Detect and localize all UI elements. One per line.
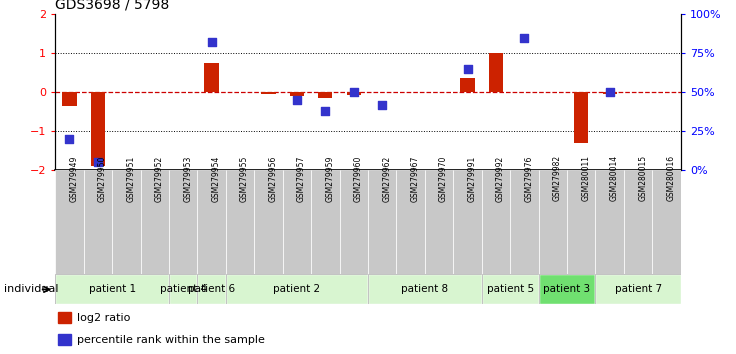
Bar <box>226 274 368 304</box>
Point <box>604 89 615 95</box>
Text: GSM279952: GSM279952 <box>155 155 163 201</box>
Bar <box>283 170 311 276</box>
Point <box>63 136 75 142</box>
Bar <box>595 274 681 304</box>
Text: GSM279959: GSM279959 <box>325 155 334 202</box>
Bar <box>482 274 539 304</box>
Text: GSM279970: GSM279970 <box>439 155 448 202</box>
Text: percentile rank within the sample: percentile rank within the sample <box>77 335 265 345</box>
Text: GSM279962: GSM279962 <box>382 155 392 201</box>
Text: GSM280016: GSM280016 <box>667 155 676 201</box>
Bar <box>539 170 567 276</box>
Bar <box>141 170 169 276</box>
Text: patient 7: patient 7 <box>615 284 662 295</box>
Text: GSM279991: GSM279991 <box>467 155 476 201</box>
Bar <box>595 170 624 276</box>
Text: patient 3: patient 3 <box>543 284 590 295</box>
Bar <box>112 170 141 276</box>
Text: GSM279992: GSM279992 <box>496 155 505 201</box>
Text: GSM280014: GSM280014 <box>609 155 619 201</box>
Text: log2 ratio: log2 ratio <box>77 313 130 323</box>
Text: patient 8: patient 8 <box>401 284 448 295</box>
Bar <box>574 92 588 143</box>
Bar <box>169 274 197 304</box>
Bar <box>595 274 681 304</box>
Text: GSM279950: GSM279950 <box>98 155 107 202</box>
Bar <box>55 274 169 304</box>
Bar <box>453 170 482 276</box>
Text: GDS3698 / 5798: GDS3698 / 5798 <box>55 0 169 12</box>
Bar <box>197 274 226 304</box>
Text: GSM279967: GSM279967 <box>411 155 420 202</box>
Text: GSM279982: GSM279982 <box>553 155 562 201</box>
Bar <box>482 274 539 304</box>
Bar <box>169 274 197 304</box>
Text: GSM280015: GSM280015 <box>638 155 647 201</box>
Point <box>461 66 473 72</box>
Bar <box>226 170 254 276</box>
Text: GSM279956: GSM279956 <box>269 155 277 202</box>
Bar <box>290 92 304 96</box>
Point <box>291 97 302 103</box>
Bar <box>311 170 339 276</box>
Bar <box>489 53 503 92</box>
Text: individual: individual <box>4 284 58 295</box>
Text: GSM279954: GSM279954 <box>212 155 221 202</box>
Bar <box>169 170 197 276</box>
Bar <box>318 92 333 98</box>
Text: patient 4: patient 4 <box>160 284 207 295</box>
Bar <box>58 312 71 323</box>
Point <box>205 39 217 45</box>
Bar <box>58 334 71 345</box>
Bar <box>261 92 275 94</box>
Bar <box>226 274 368 304</box>
Text: GSM279951: GSM279951 <box>127 155 135 201</box>
Bar <box>567 170 595 276</box>
Bar <box>461 79 475 92</box>
Bar <box>347 92 361 95</box>
Bar <box>63 92 77 105</box>
Bar <box>368 274 482 304</box>
Bar <box>652 170 681 276</box>
Bar <box>603 92 617 94</box>
Point <box>518 35 530 40</box>
Bar <box>197 170 226 276</box>
Bar <box>539 274 595 304</box>
Bar <box>539 274 595 304</box>
Text: GSM279957: GSM279957 <box>297 155 306 202</box>
Bar <box>254 170 283 276</box>
Text: GSM279960: GSM279960 <box>354 155 363 202</box>
Text: GSM279949: GSM279949 <box>69 155 79 202</box>
Point <box>348 89 360 95</box>
Bar <box>91 92 105 166</box>
Text: patient 1: patient 1 <box>88 284 135 295</box>
Bar <box>55 274 169 304</box>
Bar <box>510 170 539 276</box>
Bar <box>482 170 510 276</box>
Text: patient 6: patient 6 <box>188 284 236 295</box>
Text: GSM279955: GSM279955 <box>240 155 249 202</box>
Point <box>319 108 331 114</box>
Bar <box>397 170 425 276</box>
Bar <box>205 63 219 92</box>
Bar <box>368 274 482 304</box>
Text: patient 5: patient 5 <box>486 284 534 295</box>
Point <box>92 159 104 165</box>
Point <box>376 102 388 107</box>
Bar <box>624 170 652 276</box>
Text: GSM280011: GSM280011 <box>581 155 590 201</box>
Bar <box>197 274 226 304</box>
Bar <box>55 170 84 276</box>
Bar <box>368 170 397 276</box>
Bar <box>84 170 112 276</box>
Bar <box>339 170 368 276</box>
Text: patient 2: patient 2 <box>273 284 320 295</box>
Text: GSM279953: GSM279953 <box>183 155 192 202</box>
Text: GSM279976: GSM279976 <box>524 155 534 202</box>
Bar <box>425 170 453 276</box>
